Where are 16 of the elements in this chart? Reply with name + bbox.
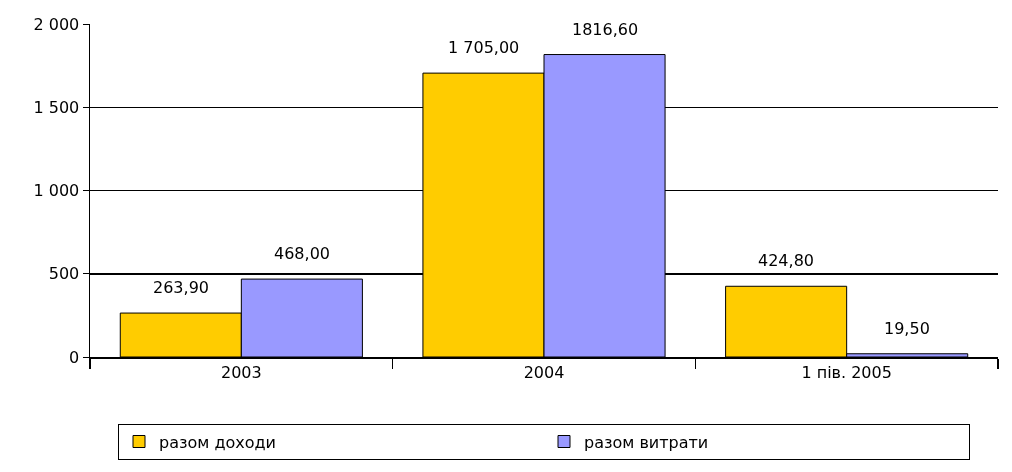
x-tick-label: 1 пів. 2005 xyxy=(801,362,892,382)
y-tick-label: 0 xyxy=(69,347,80,367)
data-label: 468,00 xyxy=(274,244,330,263)
legend-label: разом витрати xyxy=(584,432,709,452)
data-label: 1816,60 xyxy=(572,20,639,39)
data-label: 19,50 xyxy=(884,319,930,338)
x-tick-label: 2003 xyxy=(220,362,262,382)
y-tick-label: 2 000 xyxy=(33,14,80,34)
data-label: 263,90 xyxy=(153,278,209,297)
y-tick-label: 1 500 xyxy=(33,97,80,117)
data-label: 424,80 xyxy=(758,251,814,270)
legend-label: разом доходи xyxy=(159,432,276,452)
y-tick-label: 500 xyxy=(48,264,80,284)
x-tick-label: 2004 xyxy=(523,362,565,382)
y-tick-label: 1 000 xyxy=(33,181,80,201)
data-label: 1 705,00 xyxy=(448,38,520,57)
